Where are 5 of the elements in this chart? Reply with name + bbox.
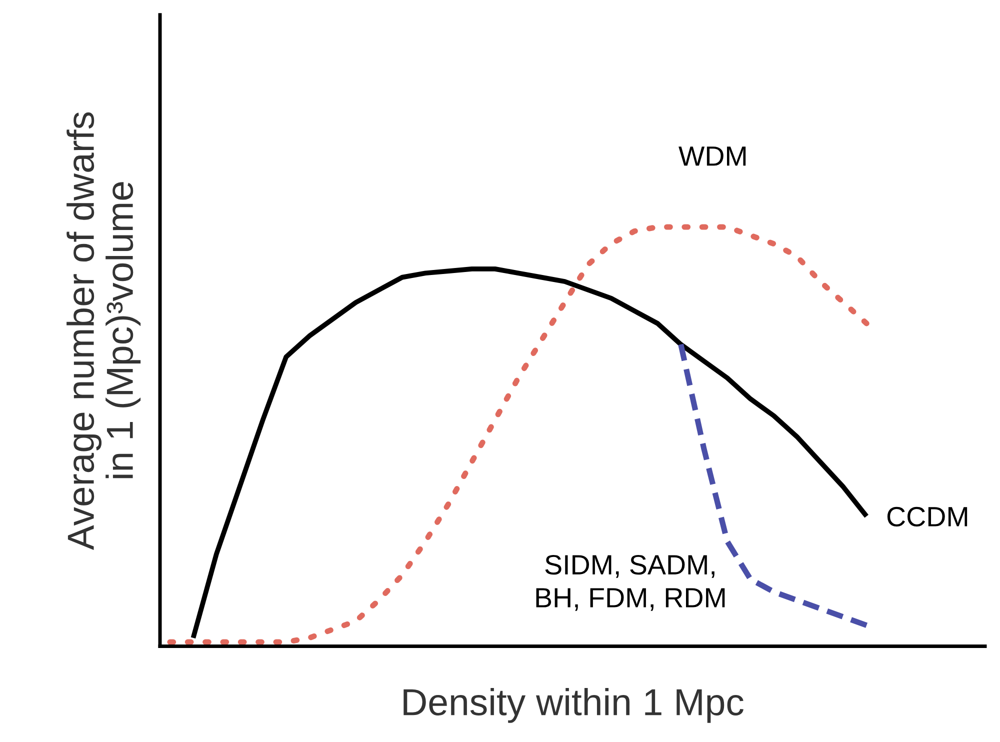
series-label: CCDM [887, 506, 968, 527]
text: WDM [678, 146, 746, 166]
series-label: SIDM, SADM, BH, FDM, RDM [536, 554, 725, 611]
y-axis-title: Average number of dwarfs in 1 (Mpc)³volume [66, 112, 141, 550]
x-axis-title: Density within 1 Mpc [404, 688, 744, 723]
